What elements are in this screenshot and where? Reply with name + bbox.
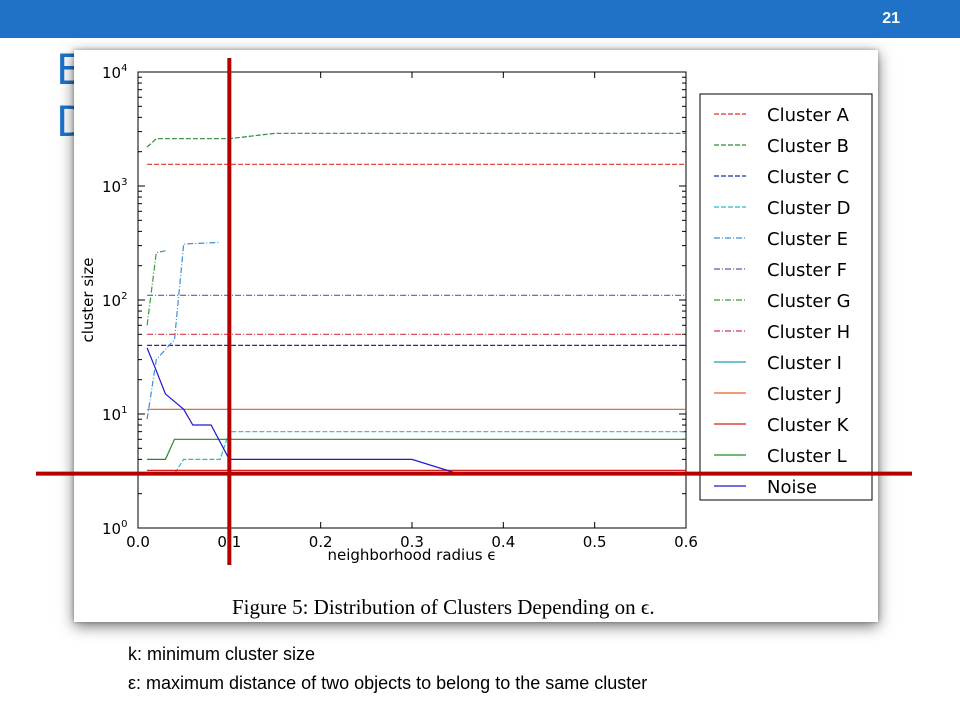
figure-caption: Figure 5: Distribution of Clusters Depen… [232, 595, 655, 619]
legend-item-label: Cluster J [767, 384, 842, 405]
y-tick-labels: 100 101 102 103 104 [102, 63, 127, 538]
series-line [146, 132, 686, 148]
y-tick-label: 103 [102, 177, 127, 196]
series-line [146, 347, 686, 475]
x-axis-label: neighborhood radius ϵ [327, 546, 496, 564]
legend-item-label: Cluster B [767, 136, 849, 157]
legend-item-label: Cluster C [767, 167, 849, 188]
x-tick-label: 0.6 [674, 533, 698, 551]
series-line [147, 431, 686, 475]
series-line [146, 241, 221, 420]
legend-item-label: Cluster E [767, 229, 848, 250]
legend-item-label: Cluster K [767, 415, 850, 436]
legend-item-label: Cluster A [767, 105, 850, 126]
legend-item-label: Cluster L [767, 446, 847, 467]
y-axis-label: cluster size [79, 258, 97, 343]
legend-item-label: Cluster F [767, 260, 847, 281]
y-tick-label: 104 [102, 63, 127, 82]
x-tick-label: 0.0 [126, 533, 150, 551]
series-line [146, 250, 166, 326]
x-tick-label: 0.5 [583, 533, 607, 551]
legend-item-label: Cluster I [767, 353, 842, 374]
legend-item-label: Cluster D [767, 198, 850, 219]
legend-box [699, 93, 873, 501]
series-lines [146, 132, 686, 475]
chart-legend: Cluster A Cluster B Cluster C Cluster D Clus… [699, 93, 873, 501]
x-tick-label: 0.1 [217, 533, 241, 551]
slide-header-bar: 21 [0, 0, 960, 38]
footnote-k: k: minimum cluster size [128, 644, 316, 664]
y-tick-label: 100 [102, 519, 127, 538]
x-tick-label: 0.4 [491, 533, 515, 551]
cluster-size-chart: 0.0 0.1 0.2 0.3 0.4 0.5 0.6 100 101 102 103 104 ne… [79, 63, 873, 619]
figure-image: 0.0 0.1 0.2 0.3 0.4 0.5 0.6 100 101 102 103 104 ne… [74, 50, 878, 622]
y-tick-label: 102 [102, 291, 127, 310]
series-line [147, 438, 686, 460]
y-tick-label: 101 [102, 405, 127, 424]
x-tick-labels: 0.0 0.1 0.2 0.3 0.4 0.5 0.6 [126, 533, 698, 551]
x-tick-label: 0.3 [400, 533, 424, 551]
legend-item-label: Cluster G [767, 291, 851, 312]
legend-item-label: Noise [767, 477, 817, 498]
x-tick-label: 0.2 [309, 533, 333, 551]
footnote-epsilon: ε: maximum distance of two objects to be… [128, 673, 648, 693]
slide-number: 21 [882, 10, 900, 27]
legend-item-label: Cluster H [767, 322, 850, 343]
